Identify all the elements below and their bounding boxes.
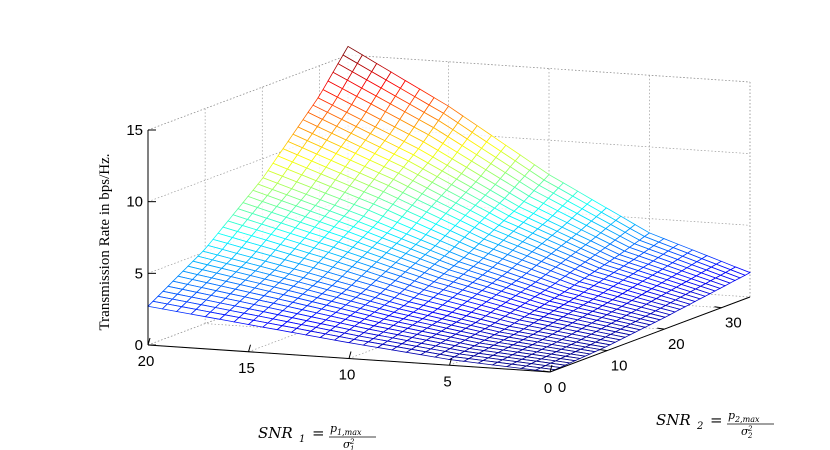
y-tick-label: 10	[611, 358, 628, 375]
y-tick-mark	[600, 349, 608, 352]
x-label-numerator-sub: 1,max	[337, 428, 362, 437]
y-axis-line	[549, 296, 751, 373]
z-tick-label: 10	[126, 194, 143, 211]
y-label-sub: 2	[696, 421, 703, 432]
x-axis-label: SNR 1 = p 1,max σ 2 1	[258, 422, 376, 450]
y-label-denominator-sub: 2	[747, 432, 753, 440]
x-label-denominator: σ	[343, 438, 351, 450]
grid-line-floor	[147, 269, 349, 346]
x-tick-mark	[248, 344, 251, 352]
y-tick-label: 0	[558, 379, 566, 396]
x-tick-label: 5	[443, 373, 451, 390]
z-tick-label: 0	[135, 337, 143, 354]
y-tick-label: 20	[668, 336, 685, 353]
x-tick-mark	[348, 351, 352, 359]
y-tick-mark	[657, 327, 665, 330]
y-axis-label: SNR 2 = p 2,max σ 2 2	[656, 409, 774, 440]
x-tick-label: 10	[339, 367, 356, 384]
z-tick-label: 5	[135, 265, 143, 282]
surface-mesh	[147, 45, 751, 373]
y-label-denominator-sup: 2	[747, 425, 753, 433]
x-label-base: SNR	[258, 424, 293, 442]
y-label-numerator: p	[728, 409, 735, 422]
y-label-equals: =	[710, 411, 723, 429]
x-label-denominator-sub: 1	[350, 445, 354, 450]
y-label-denominator: σ	[741, 425, 749, 438]
x-tick-label: 20	[138, 353, 155, 370]
x-tick-mark	[147, 337, 151, 346]
grid-line-floor	[248, 276, 449, 353]
x-tick-mark	[549, 364, 553, 373]
y-tick-mark	[714, 306, 722, 309]
z-axis-label: Transmission Rate in bps/Hz.	[97, 154, 113, 331]
x-label-numerator: p	[330, 422, 337, 435]
grid-line-back-left	[147, 198, 349, 274]
z-tick-label: 15	[126, 122, 143, 139]
y-tick-label: 30	[725, 315, 742, 332]
x-label-denominator-sup: 2	[349, 438, 355, 446]
grid-line-back-left	[147, 126, 349, 202]
y-label-numerator-sub: 2,max	[734, 415, 760, 424]
x-tick-label: 15	[238, 360, 255, 377]
grid-frame	[147, 54, 349, 131]
y-tick-mark	[542, 370, 551, 373]
x-tick-mark	[449, 358, 452, 366]
grid-frame	[347, 54, 751, 83]
axes	[147, 129, 751, 373]
x-label-sub: 1	[299, 434, 305, 445]
x-tick-label: 0	[544, 380, 552, 397]
y-label-base: SNR	[656, 411, 691, 429]
x-label-equals: =	[312, 424, 325, 442]
